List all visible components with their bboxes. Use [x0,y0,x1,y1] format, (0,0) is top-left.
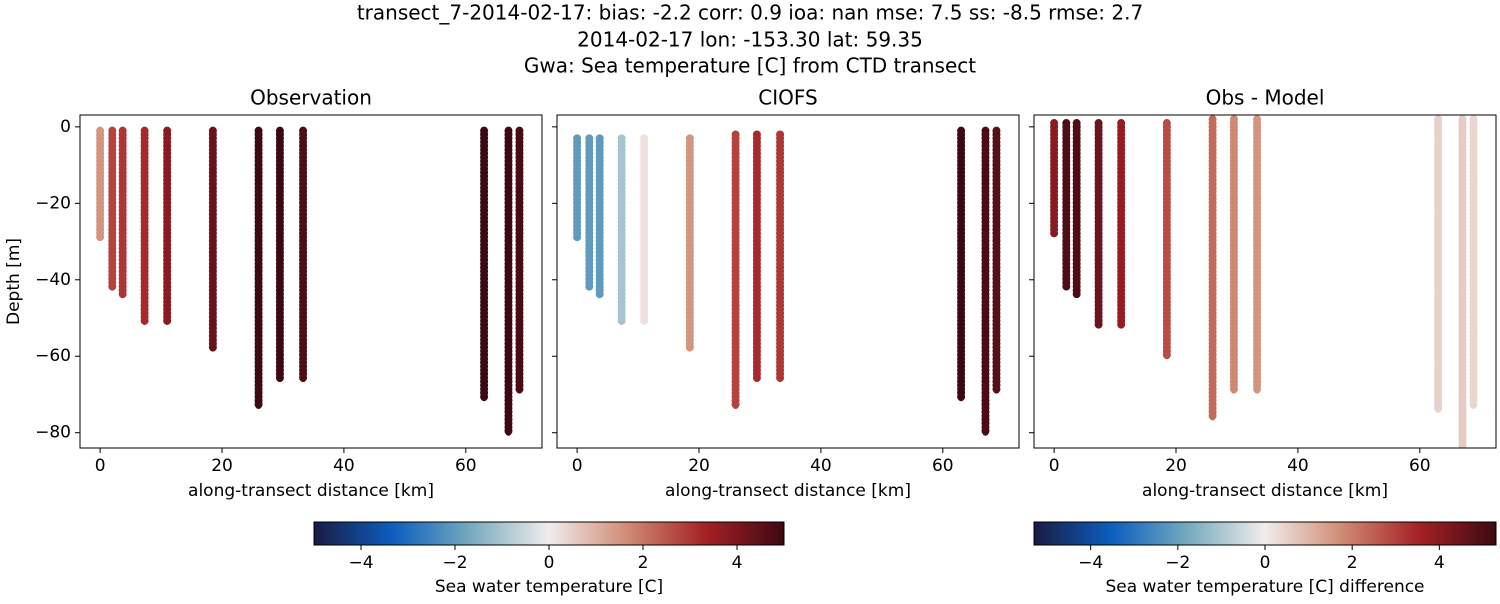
colorbar-tick-label: 0 [1260,553,1271,573]
colorbar-tick-label: −2 [442,553,467,573]
x-tick-label: 60 [455,456,477,476]
y-tick-label: 0 [60,117,71,137]
figure-subtitle: 2014-02-17 lon: -153.30 lat: 59.35 [577,28,923,52]
x-tick-label: 0 [572,456,583,476]
axes-frame [79,114,543,449]
colorbar-tick-label: −4 [348,553,373,573]
colorbar-tick-label: 2 [1347,553,1358,573]
x-tick-label: 40 [333,456,355,476]
x-tick-label: 0 [1049,456,1060,476]
x-axis-label: along-transect distance [km] [1142,481,1388,501]
colorbar-tick-label: 4 [1434,553,1445,573]
colorbar-tick-label: −2 [1165,553,1190,573]
x-tick-label: 20 [211,456,233,476]
colorbar-label: Sea water temperature [C] difference [1105,577,1424,597]
colorbar-tick-label: −4 [1078,553,1103,573]
colorbar [1033,521,1497,546]
x-tick-label: 40 [1287,456,1309,476]
plot-area [573,126,1001,437]
y-axis-label: Depth [m] [4,238,24,325]
colorbar-tick-label: 0 [544,553,555,573]
figure-subtitle: Gwa: Sea temperature [C] from CTD transe… [524,54,976,78]
plot-area [96,126,524,437]
y-tick-label: −80 [35,423,71,443]
colorbar-label: Sea water temperature [C] [435,577,663,597]
panel-title: CIOFS [758,86,817,110]
colorbar-tick-label: 2 [638,553,649,573]
colorbar [313,521,785,546]
x-tick-label: 20 [688,456,710,476]
figure-title: transect_7-2014-02-17: bias: -2.2 corr: … [357,1,1143,25]
x-axis-label: along-transect distance [km] [188,481,434,501]
panel-title: Obs - Model [1206,86,1325,110]
x-tick-label: 40 [810,456,832,476]
y-tick-label: −20 [35,193,71,213]
x-tick-label: 20 [1165,456,1187,476]
panel-title: Observation [250,86,372,110]
colorbar-tick-label: 4 [732,553,743,573]
x-tick-label: 60 [932,456,954,476]
y-tick-label: −40 [35,270,71,290]
x-tick-label: 60 [1409,456,1431,476]
x-axis-label: along-transect distance [km] [665,481,911,501]
plot-area [1050,115,1478,448]
x-tick-label: 0 [95,456,106,476]
axes-frame [1033,114,1497,449]
axes-frame [556,114,1020,449]
y-tick-label: −60 [35,346,71,366]
